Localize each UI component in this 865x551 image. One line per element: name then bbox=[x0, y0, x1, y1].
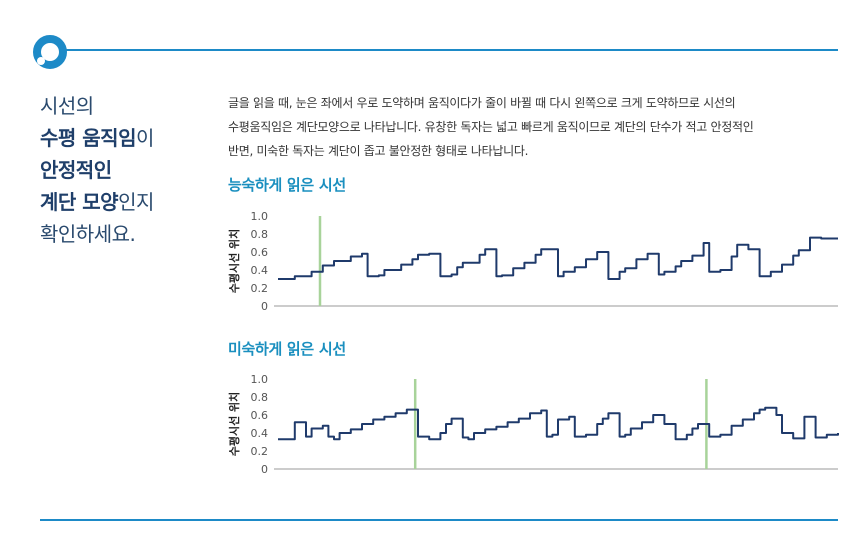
headline-line-4: 계단 모양인지 bbox=[40, 186, 220, 218]
headline-suffix-2: 인지 bbox=[118, 190, 154, 214]
chart-fluent-gaze: 수평시선 위치 1.0 0.8 0.6 0.4 0.2 0 bbox=[227, 210, 838, 313]
y-tick-label: 0.4 bbox=[251, 264, 269, 277]
y-tick-label: 0.4 bbox=[251, 427, 269, 440]
y-tick-label: 0.6 bbox=[251, 246, 269, 259]
headline-emphasis-2: 안정적인 bbox=[40, 158, 112, 182]
headline-emphasis-3: 계단 모양 bbox=[40, 190, 119, 214]
headline-line-3: 안정적인 bbox=[40, 154, 220, 186]
gaze-series-line bbox=[278, 236, 838, 280]
headline-line-5: 확인하세요. bbox=[40, 222, 136, 246]
description-line-3: 반면, 미숙한 독자는 계단이 좁고 불안정한 형태로 나타납니다. bbox=[228, 144, 529, 158]
y-tick-label: 0 bbox=[261, 463, 268, 476]
y-axis-label: 수평시선 위치 bbox=[227, 392, 241, 457]
y-tick-label: 0.6 bbox=[251, 409, 269, 422]
y-tick-label: 0.2 bbox=[251, 282, 269, 295]
chart-title-novice: 미숙하게 읽은 시선 bbox=[228, 340, 346, 358]
description: 글을 읽을 때, 눈은 좌에서 우로 도약하며 움직이다가 줄이 바뀔 때 다시… bbox=[228, 91, 828, 163]
y-tick-label: 1.0 bbox=[251, 210, 269, 223]
y-tick-label: 1.0 bbox=[251, 373, 269, 386]
top-divider bbox=[66, 49, 838, 51]
ring-logo-icon bbox=[33, 35, 67, 69]
chart-novice-gaze: 수평시선 위치 1.0 0.8 0.6 0.4 0.2 0 bbox=[227, 373, 839, 476]
chart-title-fluent: 능숙하게 읽은 시선 bbox=[228, 176, 346, 194]
bottom-divider bbox=[40, 519, 838, 521]
headline-suffix-1: 이 bbox=[135, 126, 154, 150]
gaze-series-line bbox=[278, 406, 839, 441]
headline-emphasis-1: 수평 움직임 bbox=[40, 126, 136, 150]
headline-line-2: 수평 움직임이 bbox=[40, 122, 220, 154]
y-axis-label: 수평시선 위치 bbox=[227, 229, 241, 294]
y-tick-label: 0.8 bbox=[251, 228, 269, 241]
description-line-2: 수평움직임은 계단모양으로 나타납니다. 유창한 독자는 넓고 빠르게 움직이므… bbox=[228, 120, 754, 134]
y-tick-label: 0.2 bbox=[251, 445, 269, 458]
description-line-1: 글을 읽을 때, 눈은 좌에서 우로 도약하며 움직이다가 줄이 바뀔 때 다시… bbox=[228, 96, 736, 110]
headline-line-1: 시선의 bbox=[40, 94, 94, 118]
y-tick-label: 0.8 bbox=[251, 391, 269, 404]
headline: 시선의 수평 움직임이 안정적인 계단 모양인지 확인하세요. bbox=[40, 90, 220, 250]
y-tick-label: 0 bbox=[261, 300, 268, 313]
